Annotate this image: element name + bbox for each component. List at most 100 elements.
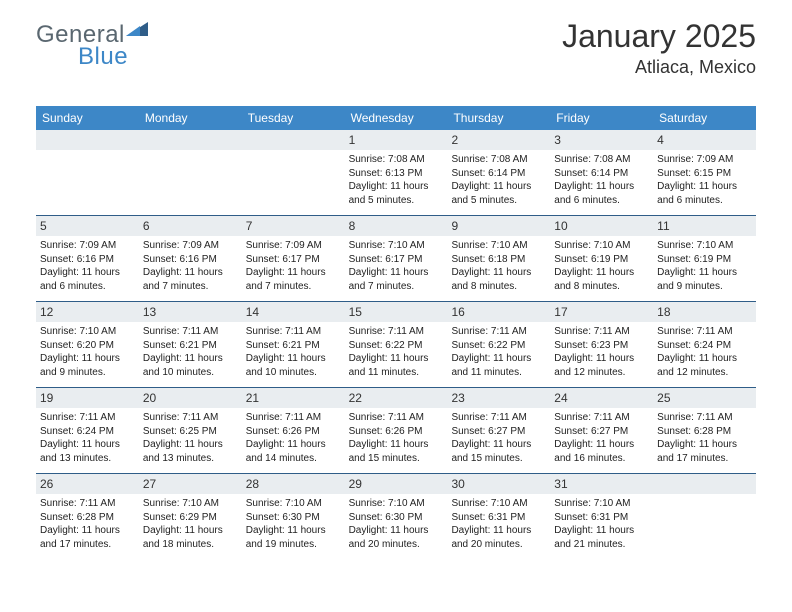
day-number: 17	[550, 302, 653, 322]
title-block: January 2025 Atliaca, Mexico	[562, 18, 756, 78]
calendar-cell: 17Sunrise: 7:11 AMSunset: 6:23 PMDayligh…	[550, 302, 653, 387]
day-number: 23	[447, 388, 550, 408]
calendar-cell: 24Sunrise: 7:11 AMSunset: 6:27 PMDayligh…	[550, 388, 653, 473]
calendar-cell	[139, 130, 242, 215]
day-number: 28	[242, 474, 345, 494]
day-text: Sunrise: 7:10 AMSunset: 6:31 PMDaylight:…	[447, 494, 550, 559]
day-number	[242, 130, 345, 150]
calendar-cell: 8Sunrise: 7:10 AMSunset: 6:17 PMDaylight…	[345, 216, 448, 301]
day-text: Sunrise: 7:09 AMSunset: 6:15 PMDaylight:…	[653, 150, 756, 215]
day-headers: SundayMondayTuesdayWednesdayThursdayFrid…	[36, 106, 756, 130]
day-text: Sunrise: 7:09 AMSunset: 6:16 PMDaylight:…	[139, 236, 242, 301]
day-text: Sunrise: 7:10 AMSunset: 6:31 PMDaylight:…	[550, 494, 653, 559]
calendar-cell: 9Sunrise: 7:10 AMSunset: 6:18 PMDaylight…	[447, 216, 550, 301]
day-number	[653, 474, 756, 494]
calendar-cell: 4Sunrise: 7:09 AMSunset: 6:15 PMDaylight…	[653, 130, 756, 215]
calendar-cell: 20Sunrise: 7:11 AMSunset: 6:25 PMDayligh…	[139, 388, 242, 473]
month-title: January 2025	[562, 18, 756, 55]
calendar-cell: 5Sunrise: 7:09 AMSunset: 6:16 PMDaylight…	[36, 216, 139, 301]
day-number: 3	[550, 130, 653, 150]
day-number: 16	[447, 302, 550, 322]
day-number	[139, 130, 242, 150]
calendar-cell: 18Sunrise: 7:11 AMSunset: 6:24 PMDayligh…	[653, 302, 756, 387]
day-text: Sunrise: 7:10 AMSunset: 6:19 PMDaylight:…	[550, 236, 653, 301]
calendar-week: 26Sunrise: 7:11 AMSunset: 6:28 PMDayligh…	[36, 473, 756, 559]
calendar-cell	[242, 130, 345, 215]
day-text: Sunrise: 7:11 AMSunset: 6:21 PMDaylight:…	[242, 322, 345, 387]
day-text: Sunrise: 7:11 AMSunset: 6:21 PMDaylight:…	[139, 322, 242, 387]
logo-triangle-icon	[126, 20, 148, 42]
day-text: Sunrise: 7:10 AMSunset: 6:18 PMDaylight:…	[447, 236, 550, 301]
calendar-cell: 26Sunrise: 7:11 AMSunset: 6:28 PMDayligh…	[36, 474, 139, 559]
day-number: 11	[653, 216, 756, 236]
calendar-cell: 13Sunrise: 7:11 AMSunset: 6:21 PMDayligh…	[139, 302, 242, 387]
day-number: 25	[653, 388, 756, 408]
day-number: 10	[550, 216, 653, 236]
day-header: Saturday	[653, 106, 756, 130]
day-number: 30	[447, 474, 550, 494]
logo-text-sub: Blue	[78, 43, 148, 71]
day-number: 12	[36, 302, 139, 322]
calendar-cell: 19Sunrise: 7:11 AMSunset: 6:24 PMDayligh…	[36, 388, 139, 473]
day-number: 18	[653, 302, 756, 322]
calendar-cell: 22Sunrise: 7:11 AMSunset: 6:26 PMDayligh…	[345, 388, 448, 473]
logo: General Blue	[36, 20, 148, 71]
calendar-cell: 2Sunrise: 7:08 AMSunset: 6:14 PMDaylight…	[447, 130, 550, 215]
day-text: Sunrise: 7:08 AMSunset: 6:14 PMDaylight:…	[550, 150, 653, 215]
calendar-cell: 3Sunrise: 7:08 AMSunset: 6:14 PMDaylight…	[550, 130, 653, 215]
day-text: Sunrise: 7:11 AMSunset: 6:28 PMDaylight:…	[36, 494, 139, 559]
day-header: Friday	[550, 106, 653, 130]
day-number: 14	[242, 302, 345, 322]
day-text	[653, 494, 756, 559]
calendar-week: 19Sunrise: 7:11 AMSunset: 6:24 PMDayligh…	[36, 387, 756, 473]
day-number: 4	[653, 130, 756, 150]
day-number: 26	[36, 474, 139, 494]
day-number: 8	[345, 216, 448, 236]
calendar-cell: 30Sunrise: 7:10 AMSunset: 6:31 PMDayligh…	[447, 474, 550, 559]
calendar-cell: 16Sunrise: 7:11 AMSunset: 6:22 PMDayligh…	[447, 302, 550, 387]
day-text: Sunrise: 7:09 AMSunset: 6:16 PMDaylight:…	[36, 236, 139, 301]
day-text: Sunrise: 7:09 AMSunset: 6:17 PMDaylight:…	[242, 236, 345, 301]
day-text: Sunrise: 7:11 AMSunset: 6:22 PMDaylight:…	[447, 322, 550, 387]
calendar-cell: 14Sunrise: 7:11 AMSunset: 6:21 PMDayligh…	[242, 302, 345, 387]
day-number: 15	[345, 302, 448, 322]
calendar-week: 1Sunrise: 7:08 AMSunset: 6:13 PMDaylight…	[36, 130, 756, 215]
day-header: Thursday	[447, 106, 550, 130]
location: Atliaca, Mexico	[562, 57, 756, 78]
day-number: 2	[447, 130, 550, 150]
day-header: Tuesday	[242, 106, 345, 130]
day-number: 13	[139, 302, 242, 322]
calendar-cell: 12Sunrise: 7:10 AMSunset: 6:20 PMDayligh…	[36, 302, 139, 387]
calendar-cell: 10Sunrise: 7:10 AMSunset: 6:19 PMDayligh…	[550, 216, 653, 301]
day-text: Sunrise: 7:11 AMSunset: 6:27 PMDaylight:…	[550, 408, 653, 473]
calendar-cell: 31Sunrise: 7:10 AMSunset: 6:31 PMDayligh…	[550, 474, 653, 559]
day-header: Monday	[139, 106, 242, 130]
day-number: 29	[345, 474, 448, 494]
day-text: Sunrise: 7:11 AMSunset: 6:25 PMDaylight:…	[139, 408, 242, 473]
day-text: Sunrise: 7:10 AMSunset: 6:20 PMDaylight:…	[36, 322, 139, 387]
calendar-cell: 1Sunrise: 7:08 AMSunset: 6:13 PMDaylight…	[345, 130, 448, 215]
day-text: Sunrise: 7:08 AMSunset: 6:14 PMDaylight:…	[447, 150, 550, 215]
calendar-cell: 29Sunrise: 7:10 AMSunset: 6:30 PMDayligh…	[345, 474, 448, 559]
calendar-cell: 28Sunrise: 7:10 AMSunset: 6:30 PMDayligh…	[242, 474, 345, 559]
day-number: 1	[345, 130, 448, 150]
day-number: 27	[139, 474, 242, 494]
day-text: Sunrise: 7:10 AMSunset: 6:30 PMDaylight:…	[242, 494, 345, 559]
day-text: Sunrise: 7:11 AMSunset: 6:26 PMDaylight:…	[345, 408, 448, 473]
calendar: SundayMondayTuesdayWednesdayThursdayFrid…	[36, 106, 756, 559]
day-number: 6	[139, 216, 242, 236]
calendar-cell	[653, 474, 756, 559]
calendar-cell: 25Sunrise: 7:11 AMSunset: 6:28 PMDayligh…	[653, 388, 756, 473]
day-text: Sunrise: 7:11 AMSunset: 6:24 PMDaylight:…	[653, 322, 756, 387]
day-text	[139, 150, 242, 215]
calendar-cell: 23Sunrise: 7:11 AMSunset: 6:27 PMDayligh…	[447, 388, 550, 473]
calendar-cell: 6Sunrise: 7:09 AMSunset: 6:16 PMDaylight…	[139, 216, 242, 301]
calendar-cell: 27Sunrise: 7:10 AMSunset: 6:29 PMDayligh…	[139, 474, 242, 559]
day-number: 5	[36, 216, 139, 236]
calendar-week: 5Sunrise: 7:09 AMSunset: 6:16 PMDaylight…	[36, 215, 756, 301]
calendar-cell	[36, 130, 139, 215]
day-number: 31	[550, 474, 653, 494]
day-number: 20	[139, 388, 242, 408]
day-number: 24	[550, 388, 653, 408]
calendar-cell: 7Sunrise: 7:09 AMSunset: 6:17 PMDaylight…	[242, 216, 345, 301]
